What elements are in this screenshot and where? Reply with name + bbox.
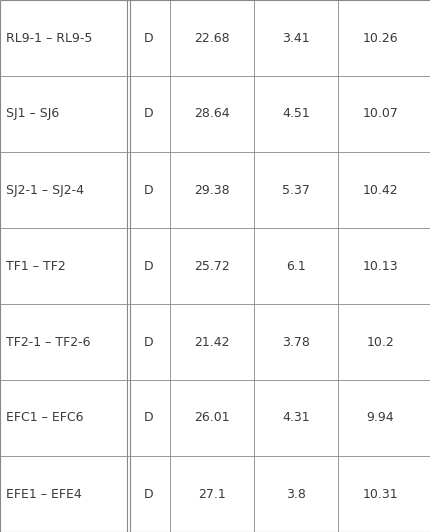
Text: D: D [144, 487, 153, 501]
Text: EFE1 – EFE4: EFE1 – EFE4 [6, 487, 82, 501]
Text: SJ1 – SJ6: SJ1 – SJ6 [6, 107, 60, 121]
Text: RL9-1 – RL9-5: RL9-1 – RL9-5 [6, 31, 92, 45]
Text: 6.1: 6.1 [286, 260, 305, 272]
Text: D: D [144, 260, 153, 272]
Text: 3.8: 3.8 [286, 487, 306, 501]
Text: D: D [144, 31, 153, 45]
Text: 10.42: 10.42 [362, 184, 397, 196]
Text: 10.13: 10.13 [362, 260, 397, 272]
Text: SJ2-1 – SJ2-4: SJ2-1 – SJ2-4 [6, 184, 84, 196]
Text: 29.38: 29.38 [194, 184, 230, 196]
Text: 26.01: 26.01 [194, 411, 230, 425]
Text: 3.41: 3.41 [282, 31, 310, 45]
Text: 3.78: 3.78 [282, 336, 310, 348]
Text: EFC1 – EFC6: EFC1 – EFC6 [6, 411, 84, 425]
Text: D: D [144, 107, 153, 121]
Text: 10.31: 10.31 [362, 487, 397, 501]
Text: 10.26: 10.26 [362, 31, 397, 45]
Text: 25.72: 25.72 [194, 260, 230, 272]
Text: TF2-1 – TF2-6: TF2-1 – TF2-6 [6, 336, 91, 348]
Text: D: D [144, 184, 153, 196]
Text: 4.51: 4.51 [282, 107, 310, 121]
Text: 9.94: 9.94 [366, 411, 393, 425]
Text: D: D [144, 411, 153, 425]
Text: 4.31: 4.31 [282, 411, 310, 425]
Text: D: D [144, 336, 153, 348]
Text: 22.68: 22.68 [194, 31, 230, 45]
Text: 27.1: 27.1 [198, 487, 226, 501]
Text: 28.64: 28.64 [194, 107, 230, 121]
Text: 5.37: 5.37 [282, 184, 310, 196]
Text: 10.07: 10.07 [362, 107, 397, 121]
Text: 10.2: 10.2 [366, 336, 393, 348]
Text: 21.42: 21.42 [194, 336, 230, 348]
Text: TF1 – TF2: TF1 – TF2 [6, 260, 66, 272]
